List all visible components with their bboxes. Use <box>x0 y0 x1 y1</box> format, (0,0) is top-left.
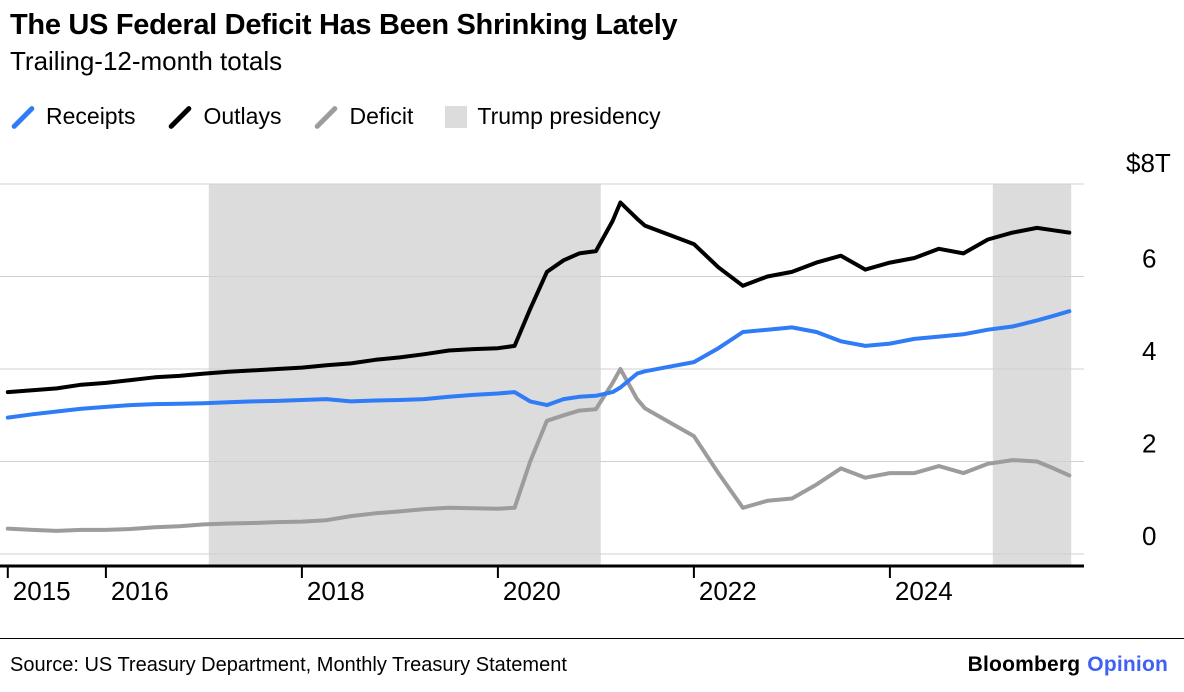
legend-band-swatch <box>445 105 468 128</box>
legend-item-outlays: Outlays <box>167 103 281 130</box>
y-tick-label: 2 <box>1142 429 1156 459</box>
x-tick-label: 2022 <box>699 576 757 606</box>
brand-opinion: Opinion <box>1087 653 1168 676</box>
line-chart: 2015 2016 2018 2020 2022 2024 0 2 4 6 $8T <box>0 148 1171 606</box>
legend-item-deficit: Deficit <box>313 103 413 130</box>
legend-label: Outlays <box>203 103 282 129</box>
chart-footer: Source: US Treasury Department, Monthly … <box>0 638 1184 677</box>
legend-label: Trump presidency <box>477 103 661 129</box>
x-tick-label: 2015 <box>13 576 71 606</box>
legend-item-receipts: Receipts <box>10 103 135 130</box>
y-tick-label: 4 <box>1142 336 1156 366</box>
y-top-label: $8T <box>1126 148 1171 178</box>
chart-title: The US Federal Deficit Has Been Shrinkin… <box>10 9 678 41</box>
y-tick-label: 0 <box>1142 521 1156 551</box>
x-tick-label: 2024 <box>895 576 953 606</box>
x-tick-label: 2016 <box>111 576 169 606</box>
brand-bloomberg: Bloomberg <box>967 653 1081 676</box>
legend-line-swatch <box>10 104 36 130</box>
series-outlays <box>5 200 1072 395</box>
legend-line-swatch <box>313 104 339 130</box>
chart-subtitle: Trailing-12-month totals <box>10 46 283 76</box>
legend-label: Deficit <box>349 103 414 129</box>
shaded-region <box>992 184 1072 566</box>
legend: Receipts Outlays Deficit Trump presidency <box>10 103 1170 130</box>
series-receipts <box>5 309 1072 420</box>
x-tick-label: 2020 <box>503 576 561 606</box>
chart-header: The US Federal Deficit Has Been Shrinkin… <box>0 0 1184 130</box>
y-tick-label: 6 <box>1142 244 1156 274</box>
legend-line-swatch <box>167 104 193 130</box>
legend-label: Receipts <box>46 103 136 129</box>
brand-logo: Bloomberg Opinion <box>968 653 1168 677</box>
series-deficit <box>5 367 1072 533</box>
legend-item-trump-presidency: Trump presidency <box>445 103 661 130</box>
x-tick-label: 2018 <box>307 576 365 606</box>
shaded-region <box>208 184 601 566</box>
chart-area: 2015 2016 2018 2020 2022 2024 0 2 4 6 $8T <box>0 134 1184 612</box>
source-note: Source: US Treasury Department, Monthly … <box>10 653 567 676</box>
